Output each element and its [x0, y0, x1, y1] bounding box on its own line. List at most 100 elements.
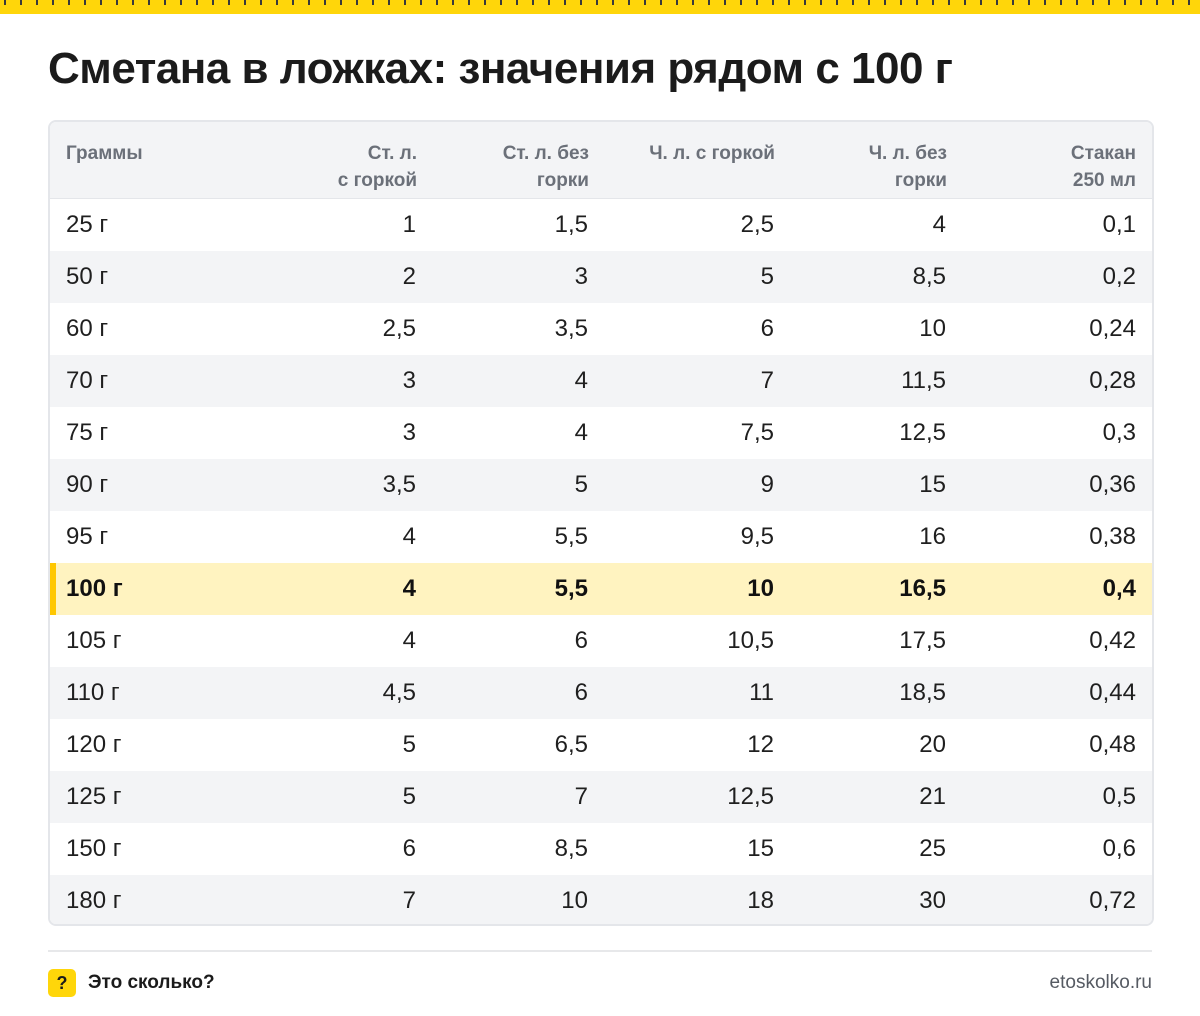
grams-cell: 110 г	[66, 678, 120, 706]
column-header: Граммы	[50, 122, 246, 199]
value-cell: 3,5	[382, 470, 416, 498]
value-cell: 5	[760, 262, 774, 290]
value-cell: 4	[574, 366, 588, 394]
value-cell: 10	[747, 574, 774, 602]
value-cell: 4	[402, 522, 416, 550]
value-cell: 6	[760, 314, 774, 342]
value-cell: 21	[919, 782, 946, 810]
value-cell: 4	[402, 626, 416, 654]
value-cell: 5	[402, 730, 416, 758]
value-cell: 0,5	[1102, 782, 1136, 810]
value-cell: 15	[747, 834, 774, 862]
value-cell: 11	[749, 678, 774, 706]
value-cell: 0,36	[1089, 470, 1136, 498]
value-cell: 8,5	[912, 262, 946, 290]
value-cell: 16	[919, 522, 946, 550]
value-cell: 5	[402, 782, 416, 810]
value-cell: 0,3	[1102, 418, 1136, 446]
value-cell: 3,5	[554, 314, 588, 342]
page-title: Сметана в ложках: значения рядом с 100 г	[48, 44, 953, 93]
table-row: 50 г 2 3 5 8,5 0,2	[50, 250, 1152, 303]
value-cell: 10	[561, 886, 588, 914]
question-icon: ?	[48, 969, 76, 997]
table-row: 60 г 2,5 3,5 6 10 0,24	[50, 303, 1152, 355]
ruler-strip	[0, 0, 1200, 14]
value-cell: 3	[402, 418, 416, 446]
grams-cell: 95 г	[66, 522, 109, 550]
value-cell: 12,5	[727, 782, 774, 810]
conversion-table: Граммы Ст. л. с горкой Ст. л. без горки Ч. …	[48, 120, 1154, 926]
table-header: Граммы Ст. л. с горкой Ст. л. без горки Ч. …	[50, 122, 1152, 199]
value-cell: 15	[919, 470, 946, 498]
value-cell: 12,5	[899, 418, 946, 446]
grams-cell: 100 г	[50, 563, 246, 615]
table-row: 70 г 3 4 7 11,5 0,28	[50, 354, 1152, 407]
value-cell: 3	[574, 262, 588, 290]
value-cell: 0,72	[1089, 886, 1136, 914]
brand: ? Это сколько?	[48, 968, 215, 998]
value-cell: 7	[402, 886, 416, 914]
value-cell: 4	[402, 574, 416, 602]
value-cell: 9	[760, 470, 774, 498]
value-cell: 18,5	[899, 678, 946, 706]
value-cell: 0,42	[1089, 626, 1136, 654]
value-cell: 0,1	[1102, 210, 1136, 238]
value-cell: 0,44	[1089, 678, 1136, 706]
table-row: 110 г 4,5 6 11 18,5 0,44	[50, 666, 1152, 719]
site-url: etoskolko.ru	[1049, 972, 1152, 993]
value-cell: 6	[574, 626, 588, 654]
value-cell: 7,5	[740, 418, 774, 446]
grams-cell: 125 г	[66, 782, 122, 810]
value-cell: 6	[574, 678, 588, 706]
value-cell: 6	[402, 834, 416, 862]
value-cell: 2,5	[382, 314, 416, 342]
value-cell: 18	[747, 886, 774, 914]
grams-cell: 180 г	[66, 886, 122, 914]
value-cell: 10,5	[727, 626, 774, 654]
value-cell: 9,5	[740, 522, 774, 550]
table-row: 105 г 4 6 10,5 17,5 0,42	[50, 615, 1152, 667]
column-header: Ст. л. без горки	[417, 122, 589, 199]
value-cell: 1,5	[554, 210, 588, 238]
table-row: 150 г 6 8,5 15 25 0,6	[50, 823, 1152, 875]
value-cell: 6,5	[554, 730, 588, 758]
value-cell: 0,28	[1089, 366, 1136, 394]
grams-cell: 120 г	[66, 730, 122, 758]
column-header: Ч. л. с горкой	[589, 122, 775, 199]
value-cell: 7	[760, 366, 774, 394]
value-cell: 11,5	[901, 366, 946, 394]
footer-divider	[48, 950, 1152, 952]
grams-cell: 150 г	[66, 834, 122, 862]
value-cell: 2,5	[740, 210, 774, 238]
table-row: 75 г 3 4 7,5 12,5 0,3	[50, 407, 1152, 459]
table-row: 95 г 4 5,5 9,5 16 0,38	[50, 511, 1152, 563]
value-cell: 20	[919, 730, 946, 758]
value-cell: 5	[574, 470, 588, 498]
value-cell: 0,24	[1089, 314, 1136, 342]
value-cell: 8,5	[554, 834, 588, 862]
grams-cell: 75 г	[66, 418, 109, 446]
value-cell: 7	[574, 782, 588, 810]
value-cell: 0,4	[1102, 574, 1136, 602]
value-cell: 4,5	[382, 678, 416, 706]
grams-cell: 70 г	[66, 366, 109, 394]
value-cell: 0,2	[1102, 262, 1136, 290]
column-header: Стакан 250 мл	[947, 122, 1152, 199]
table-row: 120 г 5 6,5 12 20 0,48	[50, 719, 1152, 771]
value-cell: 5,5	[554, 522, 588, 550]
value-cell: 4	[574, 418, 588, 446]
brand-name: Это сколько?	[88, 972, 215, 993]
value-cell: 16,5	[899, 574, 946, 602]
value-cell: 25	[919, 834, 946, 862]
table-row: 125 г 5 7 12,5 21 0,5	[50, 770, 1152, 823]
grams-cell: 50 г	[66, 262, 109, 290]
grams-cell: 105 г	[66, 626, 122, 654]
value-cell: 17,5	[899, 626, 946, 654]
grams-cell: 90 г	[66, 470, 109, 498]
value-cell: 4	[932, 210, 946, 238]
table-body: 25 г 1 1,5 2,5 4 0,1 50 г 2 3 5 8,5 0,2 60 г 2,5 3,5 6 1…	[50, 198, 1152, 924]
value-cell: 0,38	[1089, 522, 1136, 550]
grams-cell: 25 г	[66, 210, 109, 238]
table-row: 90 г 3,5 5 9 15 0,36	[50, 458, 1152, 511]
value-cell: 12	[747, 730, 774, 758]
